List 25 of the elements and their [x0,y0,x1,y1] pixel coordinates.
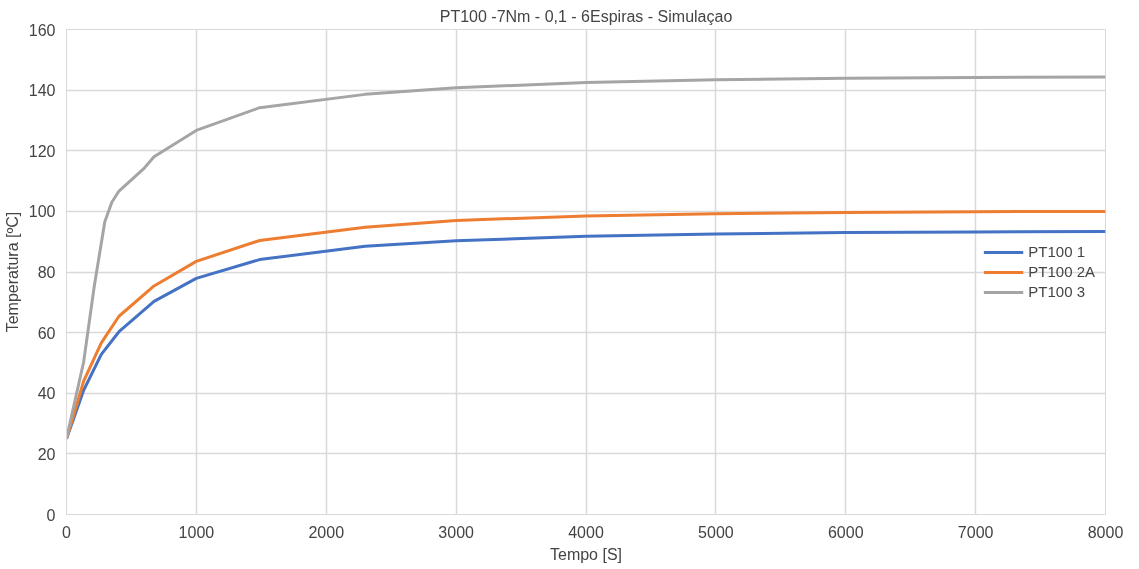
chart-title: PT100 -7Nm - 0,1 - 6Espiras - Simulaçao [439,7,733,25]
legend-label: PT100 3 [1028,283,1085,300]
y-tick-label: 0 [46,506,56,524]
x-tick-label: 6000 [827,523,864,541]
x-tick-label: 3000 [438,523,475,541]
y-tick-label: 60 [37,324,56,342]
x-tick-label: 8000 [1087,523,1124,541]
line-series [66,75,1106,441]
y-tick-label: 160 [28,21,56,39]
y-tick-label: 140 [28,82,56,100]
x-tick-label: 7000 [957,523,994,541]
x-tick-label: 2000 [308,523,345,541]
y-axis-title: Temperatura [ºC] [3,211,21,333]
legend-label: PT100 2A [1028,263,1095,280]
legend-label: PT100 1 [1028,243,1085,260]
y-tick-label: 80 [37,264,56,281]
x-tick-label: 4000 [568,523,604,541]
x-axis-title: Tempo [S] [549,545,623,563]
x-tick-label: 1000 [178,523,215,541]
y-tick-label: 120 [28,142,56,160]
x-tick-label: 5000 [698,523,734,541]
y-tick-label: 100 [28,203,56,221]
x-tick-label: 0 [62,523,72,541]
y-tick-label: 20 [37,445,56,463]
y-tick-label: 40 [37,385,56,403]
